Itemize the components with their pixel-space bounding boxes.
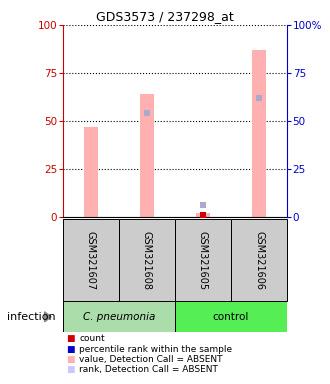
Text: infection: infection xyxy=(7,312,55,322)
Text: GSM321605: GSM321605 xyxy=(198,231,208,290)
Bar xyxy=(63,219,119,301)
Text: value, Detection Call = ABSENT: value, Detection Call = ABSENT xyxy=(79,355,223,364)
Text: GSM321608: GSM321608 xyxy=(142,231,152,290)
Text: GSM321606: GSM321606 xyxy=(254,231,264,290)
Text: control: control xyxy=(213,312,249,322)
Bar xyxy=(84,127,98,217)
Text: C. pneumonia: C. pneumonia xyxy=(82,312,155,322)
Bar xyxy=(63,301,175,332)
Bar xyxy=(175,301,287,332)
Text: ■: ■ xyxy=(66,344,75,354)
Bar xyxy=(196,213,210,217)
Bar xyxy=(252,50,266,217)
Bar xyxy=(140,94,154,217)
Text: GDS3573 / 237298_at: GDS3573 / 237298_at xyxy=(96,10,234,23)
Text: ■: ■ xyxy=(66,355,75,364)
Text: rank, Detection Call = ABSENT: rank, Detection Call = ABSENT xyxy=(79,365,218,374)
Bar xyxy=(119,219,175,301)
Bar xyxy=(231,219,287,301)
Text: count: count xyxy=(79,334,105,343)
Text: ■: ■ xyxy=(66,365,75,374)
Polygon shape xyxy=(45,312,51,322)
Text: percentile rank within the sample: percentile rank within the sample xyxy=(79,344,232,354)
Text: GSM321607: GSM321607 xyxy=(86,231,96,290)
Text: ■: ■ xyxy=(66,334,75,343)
Bar xyxy=(175,219,231,301)
